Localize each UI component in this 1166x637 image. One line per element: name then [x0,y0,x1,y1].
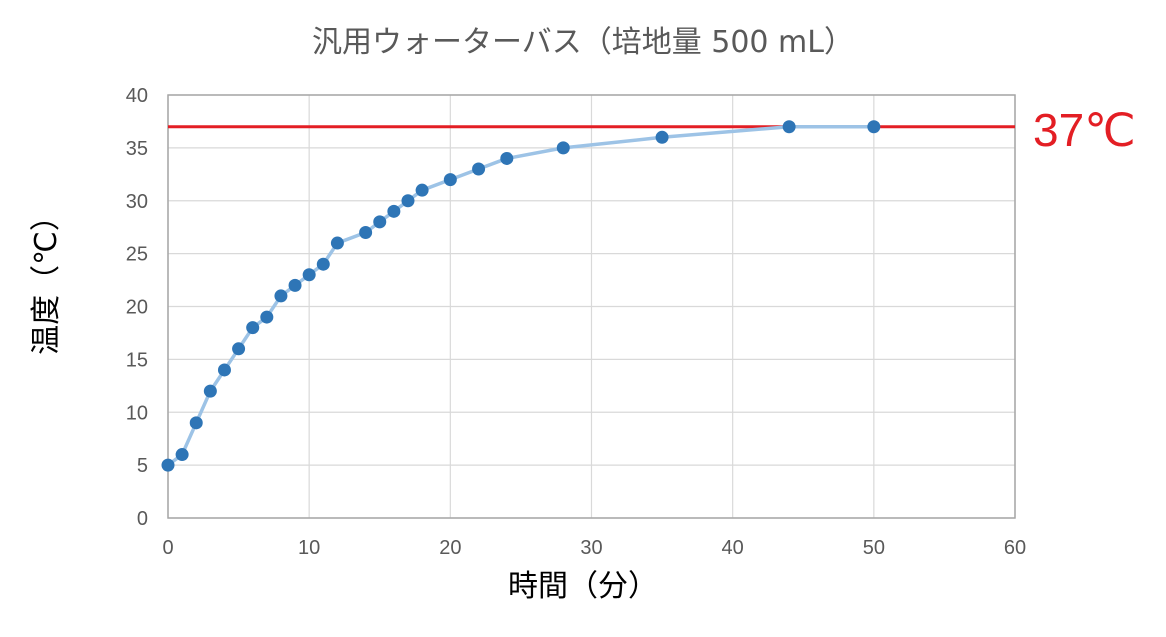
x-tick-label: 50 [863,537,885,559]
data-point [260,310,274,324]
chart-title: 汎用ウォーターバス（培地量 500 mL） [312,25,854,60]
data-point [556,141,570,155]
x-tick-label: 30 [580,537,602,559]
data-point [274,289,288,303]
y-tick-label: 0 [137,508,148,530]
y-axis-title: 温度（℃） [29,201,64,355]
y-tick-label: 35 [126,138,148,160]
data-point [161,458,175,472]
x-tick-label: 60 [1004,537,1026,559]
series-points [161,120,881,472]
data-point [217,363,231,377]
x-axis-title: 時間（分） [508,569,658,604]
x-tick-labels: 0 10 20 30 40 50 60 [162,537,1026,559]
y-tick-label: 10 [126,402,148,424]
y-tick-labels: 0 5 10 15 20 25 30 35 40 [126,85,148,530]
data-point [443,173,457,187]
y-tick-label: 15 [126,349,148,371]
x-tick-label: 0 [162,537,173,559]
y-tick-label: 20 [126,297,148,319]
reference-line-label: 37℃ [1033,104,1136,156]
data-point [203,384,217,398]
data-point [472,162,486,176]
data-point [401,194,415,208]
data-point [867,120,881,134]
data-point [232,342,246,356]
data-point [246,321,260,335]
y-tick-label: 5 [137,455,148,477]
data-point [387,204,401,218]
data-point [302,268,316,282]
data-point [782,120,796,134]
data-point [500,151,514,165]
x-tick-label: 40 [722,537,744,559]
x-tick-label: 20 [439,537,461,559]
data-point [415,183,429,197]
data-point [175,448,189,462]
data-point [359,225,373,239]
x-tick-label: 10 [298,537,320,559]
y-tick-label: 25 [126,244,148,266]
data-point [288,278,302,292]
y-tick-label: 40 [126,85,148,107]
data-point [373,215,387,229]
series-line [166,124,874,467]
data-point [316,257,330,271]
y-tick-label: 30 [126,191,148,213]
data-point [330,236,344,250]
data-point [655,130,669,144]
grid [167,94,1016,519]
data-point [189,416,203,430]
plot-border [167,94,1016,519]
